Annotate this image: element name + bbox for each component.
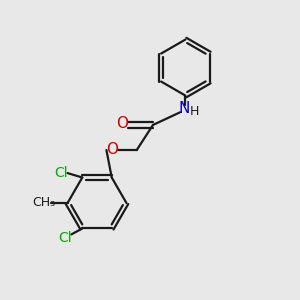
Text: H: H xyxy=(190,105,200,118)
Text: N: N xyxy=(178,101,190,116)
Text: O: O xyxy=(106,142,118,158)
Text: O: O xyxy=(116,116,128,131)
Text: CH₃: CH₃ xyxy=(32,196,55,209)
Text: Cl: Cl xyxy=(58,231,71,245)
Text: Cl: Cl xyxy=(54,166,68,180)
